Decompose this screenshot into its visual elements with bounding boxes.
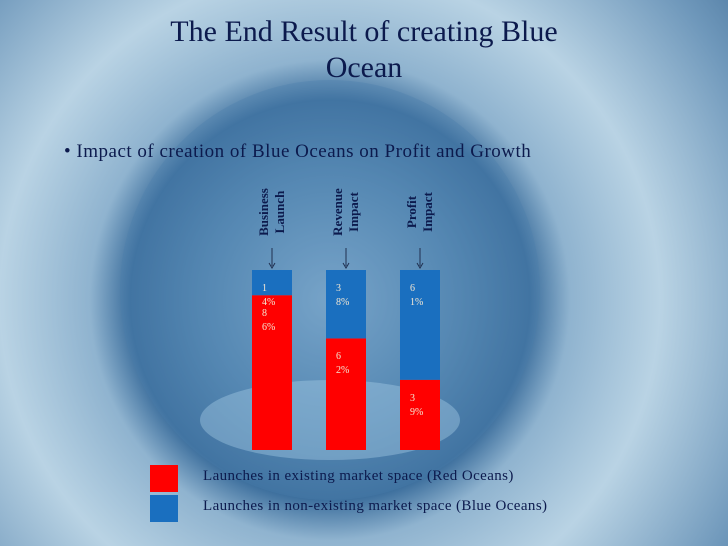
- title: The End Result of creating Blue Ocean: [170, 15, 558, 84]
- arrow-head: [268, 262, 276, 269]
- value-label: 14%: [262, 283, 276, 308]
- bar-segment: [252, 270, 292, 296]
- value-label: 61%: [410, 283, 424, 308]
- value-label: 86%: [262, 308, 276, 334]
- bar-segment: [400, 379, 440, 450]
- category-label: Profit Impact: [404, 192, 435, 232]
- bar-segment: [326, 338, 366, 450]
- legend-label: Launches in non-existing market space (B…: [203, 498, 548, 514]
- value-label: 39%: [410, 392, 424, 418]
- category-label: Revenue Impact: [330, 188, 361, 236]
- bar-segment: [400, 270, 440, 380]
- bar-segment: [252, 295, 292, 450]
- bar-segment: [326, 270, 366, 339]
- legend-swatch: [150, 465, 178, 492]
- bullet-text: Impact of creation of Blue Oceans on Pro…: [76, 141, 532, 162]
- arrow-head: [342, 262, 350, 269]
- bullet: • Impact of creation of Blue Oceans on P…: [64, 141, 532, 162]
- value-label: 62%: [336, 351, 350, 377]
- category-label: Business Launch: [256, 188, 287, 236]
- legend-swatch: [150, 495, 178, 522]
- value-label: 38%: [336, 283, 350, 308]
- arrow-head: [416, 262, 424, 269]
- legend-label: Launches in existing market space (Red O…: [203, 468, 514, 484]
